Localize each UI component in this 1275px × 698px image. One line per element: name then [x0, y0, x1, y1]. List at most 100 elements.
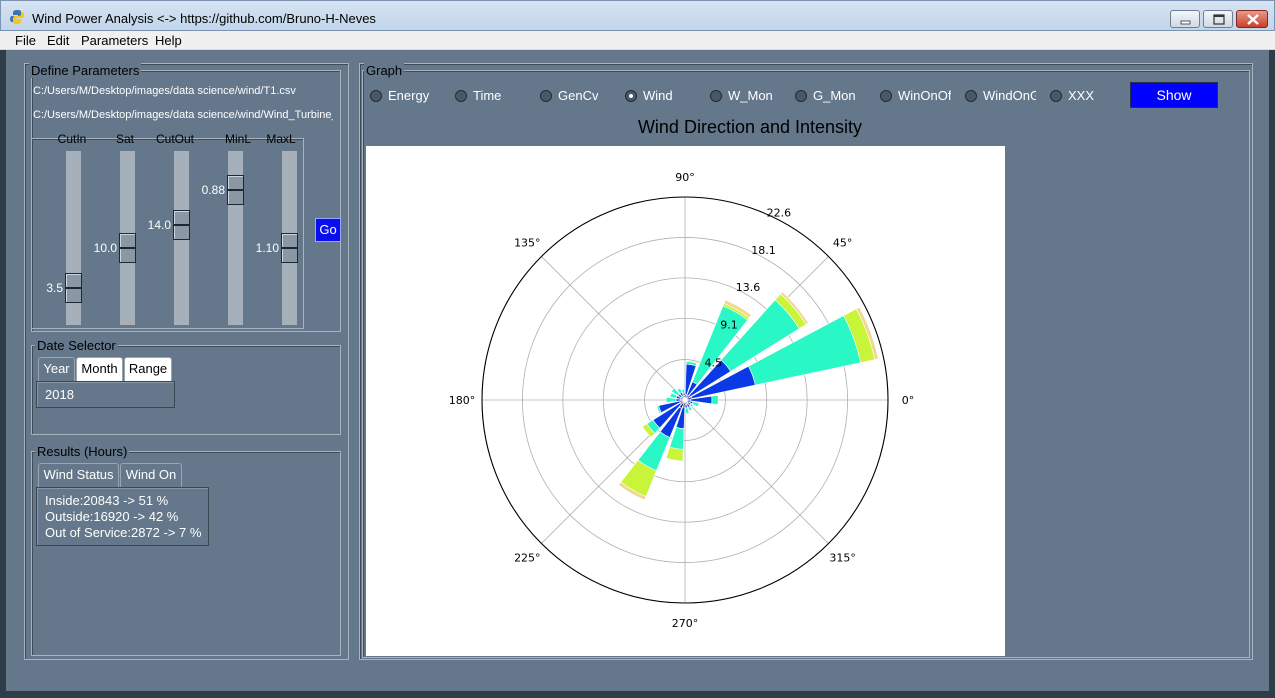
- angular-gridline: [684, 399, 829, 544]
- radio-energy[interactable]: Energy: [370, 88, 440, 104]
- radio-dot: [540, 90, 552, 102]
- wind-bar-segment: [691, 401, 700, 408]
- radio-dot: [370, 90, 382, 102]
- wind-bar-segment: [670, 387, 681, 397]
- minimize-icon: [1180, 20, 1191, 25]
- polar-bars: [618, 291, 879, 501]
- angle-tick-label: 180°: [449, 394, 476, 407]
- radio-time[interactable]: Time: [455, 88, 515, 104]
- menu-parameters[interactable]: Parameters: [81, 33, 149, 48]
- radio-label: G_Mon: [813, 88, 856, 103]
- radial-tick-label: 18.1: [751, 244, 776, 257]
- radio-g-mon[interactable]: G_Mon: [795, 88, 861, 104]
- window-title: Wind Power Analysis <-> https://github.c…: [32, 11, 376, 26]
- radio-dot-selected: [625, 90, 637, 102]
- angular-gridline: [541, 256, 686, 401]
- date-selector-frame: [31, 345, 341, 435]
- radio-label: Time: [473, 88, 502, 103]
- wind-bar-segment: [780, 291, 809, 325]
- show-button[interactable]: Show: [1130, 82, 1218, 108]
- maxl-slider-thumb[interactable]: [281, 233, 298, 264]
- angle-tick-label: 315°: [829, 552, 856, 565]
- radio-wind[interactable]: Wind: [625, 88, 685, 104]
- radio-label: GenCv: [558, 88, 599, 103]
- slider-label-sat: Sat: [115, 132, 134, 146]
- radial-gridline: [602, 317, 768, 483]
- radio-winonoff[interactable]: WinOnOff: [880, 88, 951, 104]
- file-path-2: C:/Users/M/Desktop/images/data science/w…: [33, 109, 333, 121]
- wind-bar-segment: [684, 407, 690, 414]
- close-icon: [1247, 14, 1259, 25]
- minimize-button[interactable]: [1170, 10, 1200, 28]
- tab-range[interactable]: Range: [124, 357, 172, 381]
- wind-bar-segment: [711, 395, 719, 405]
- menu-bar: File Edit Parameters Help: [0, 31, 1275, 50]
- file-path-1: C:/Users/M/Desktop/images/data science/w…: [33, 85, 296, 97]
- sat-value: 10.0: [93, 241, 117, 256]
- angle-tick-label: 45°: [833, 236, 853, 249]
- minl-value: 0.88: [201, 183, 225, 198]
- title-bar: Wind Power Analysis <-> https://github.c…: [0, 0, 1275, 31]
- results-tab-panel: [36, 487, 209, 546]
- polar-outline: [481, 196, 889, 604]
- radio-label: WindOnG: [983, 88, 1036, 103]
- radio-label: W_Mon: [728, 88, 773, 103]
- radio-dot: [795, 90, 807, 102]
- radio-dot: [965, 90, 977, 102]
- angle-tick-label: 90°: [675, 171, 695, 184]
- wind-bar-segment: [689, 403, 694, 408]
- go-button[interactable]: Go: [315, 218, 341, 242]
- result-out-of-service: Out of Service:2872 -> 7 %: [45, 525, 202, 540]
- tab-year[interactable]: Year: [38, 357, 75, 381]
- radio-dot: [455, 90, 467, 102]
- radio-dot: [710, 90, 722, 102]
- menu-file[interactable]: File: [15, 33, 36, 48]
- chart-title: Wind Direction and Intensity: [637, 117, 863, 137]
- menu-edit[interactable]: Edit: [47, 33, 70, 48]
- wind-bar-segment: [669, 392, 678, 399]
- cutin-value: 3.5: [46, 281, 63, 296]
- cutin-slider-thumb[interactable]: [65, 273, 82, 304]
- radio-gencv[interactable]: GenCv: [540, 88, 600, 104]
- radial-gridline: [644, 359, 726, 441]
- slider-label-maxl: MaxL: [266, 132, 296, 146]
- wind-bar-segment: [641, 423, 656, 438]
- polar-labels: 0° 45° 90° 135° 180° 225° 270° 315° 4.5 9.1 13.6 18…: [449, 171, 915, 630]
- slider-label-minl: MinL: [224, 132, 251, 146]
- radial-tick-label: 9.1: [720, 318, 738, 331]
- angle-tick-label: 225°: [514, 552, 541, 565]
- result-inside: Inside:20843 -> 51 %: [45, 493, 169, 508]
- radio-label: Energy: [388, 88, 430, 103]
- wind-bar-segment: [681, 388, 686, 394]
- wind-bar-segment: [687, 405, 693, 412]
- cutout-slider-thumb[interactable]: [173, 210, 190, 241]
- menu-help[interactable]: Help: [155, 33, 182, 48]
- radio-w-mon[interactable]: W_Mon: [710, 88, 776, 104]
- sat-slider-thumb[interactable]: [119, 233, 136, 264]
- slider-label-cutout: CutOut: [155, 132, 194, 146]
- radio-label: XXX: [1068, 88, 1095, 103]
- radio-label: WinOnOff: [898, 88, 951, 103]
- selected-year: 2018: [45, 387, 74, 402]
- wind-bar-segment: [855, 306, 879, 361]
- graph-label: Graph: [364, 63, 405, 78]
- radial-tick-label: 4.5: [704, 357, 722, 370]
- radio-xxx[interactable]: XXX: [1050, 88, 1110, 104]
- radio-dot: [880, 90, 892, 102]
- result-outside: Outside:16920 -> 42 %: [45, 509, 179, 524]
- python-icon: [10, 10, 24, 24]
- tab-wind-on[interactable]: Wind On: [120, 463, 182, 487]
- graph-frame: [362, 70, 1250, 658]
- sliders-frame: [31, 138, 304, 329]
- maxl-value: 1.10: [255, 241, 279, 256]
- maximize-button[interactable]: [1203, 10, 1233, 28]
- wind-bar-segment: [686, 360, 698, 364]
- wind-bar-segment: [665, 446, 684, 462]
- radio-windong[interactable]: WindOnG: [965, 88, 1036, 104]
- close-button[interactable]: [1236, 10, 1268, 28]
- tab-wind-status[interactable]: Wind Status: [38, 463, 119, 487]
- tab-month[interactable]: Month: [76, 357, 123, 381]
- radial-tick-label: 22.6: [767, 206, 792, 219]
- angle-tick-label: 0°: [902, 394, 915, 407]
- minl-slider-thumb[interactable]: [227, 175, 244, 206]
